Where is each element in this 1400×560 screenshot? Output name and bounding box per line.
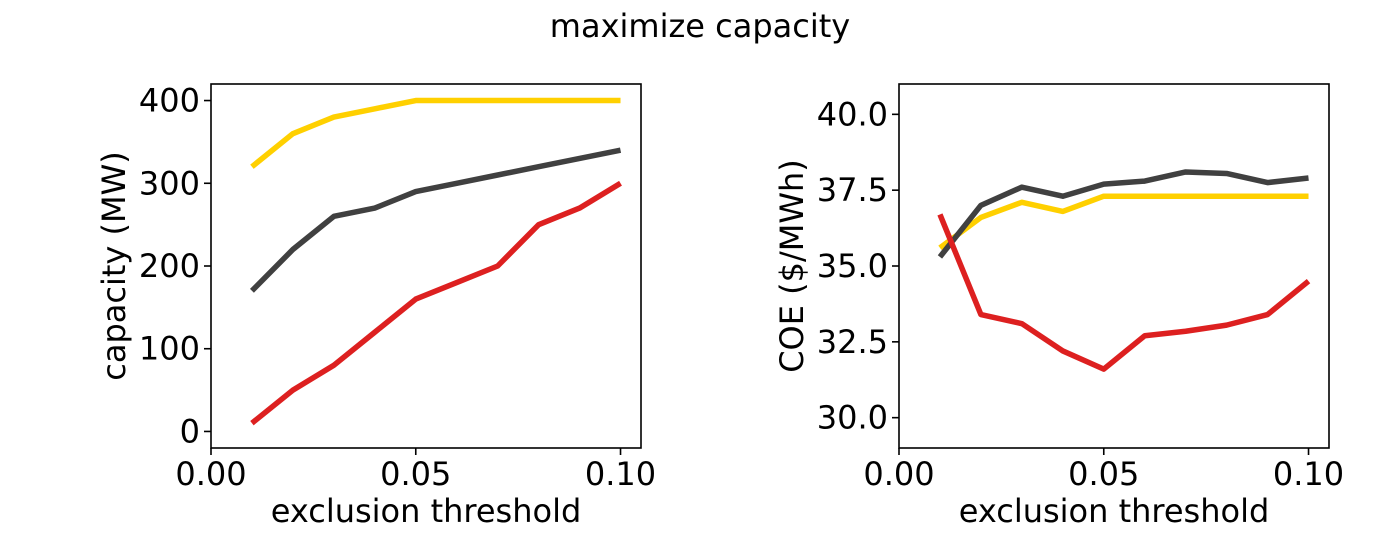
y-tick-label: 35.0 bbox=[817, 247, 888, 285]
coe-chart: 0.00 0.05 0.10 30.0 32.5 35.0 37.5 40.0 exclusio… bbox=[773, 83, 1344, 530]
y-tick-label: 300 bbox=[139, 164, 200, 202]
x-tick-label: 0.05 bbox=[1068, 455, 1139, 493]
y-tick-label: 32.5 bbox=[817, 323, 888, 361]
y-tick-label: 37.5 bbox=[817, 171, 888, 209]
y-axis-label: COE ($/MWh) bbox=[773, 159, 811, 373]
red-line bbox=[250, 180, 622, 426]
figure-title: maximize capacity bbox=[550, 7, 850, 45]
capacity-chart: 0.00 0.05 0.10 0 100 200 300 400 exclusion thres… bbox=[95, 82, 656, 530]
y-tick-label: 40.0 bbox=[817, 95, 888, 133]
red-line bbox=[937, 213, 1311, 372]
x-tick-label: 0.10 bbox=[585, 455, 656, 493]
x-tick-label: 0.05 bbox=[380, 455, 451, 493]
y-axis-label: capacity (MW) bbox=[95, 151, 133, 380]
x-tick-label: 0.00 bbox=[175, 455, 246, 493]
y-tick-label: 200 bbox=[139, 247, 200, 285]
dark-line bbox=[249, 147, 622, 293]
yellow-line bbox=[250, 97, 621, 169]
y-tick-label: 400 bbox=[139, 82, 200, 120]
x-axis-label: exclusion threshold bbox=[959, 492, 1270, 530]
y-tick-label: 100 bbox=[139, 330, 200, 368]
x-tick-label: 0.00 bbox=[863, 455, 934, 493]
y-tick-label: 0 bbox=[180, 412, 200, 450]
x-tick-label: 0.10 bbox=[1273, 455, 1344, 493]
dark-line bbox=[937, 169, 1309, 259]
yellow-line bbox=[938, 193, 1309, 251]
x-axis-label: exclusion threshold bbox=[271, 492, 582, 530]
y-tick-label: 30.0 bbox=[817, 399, 888, 437]
